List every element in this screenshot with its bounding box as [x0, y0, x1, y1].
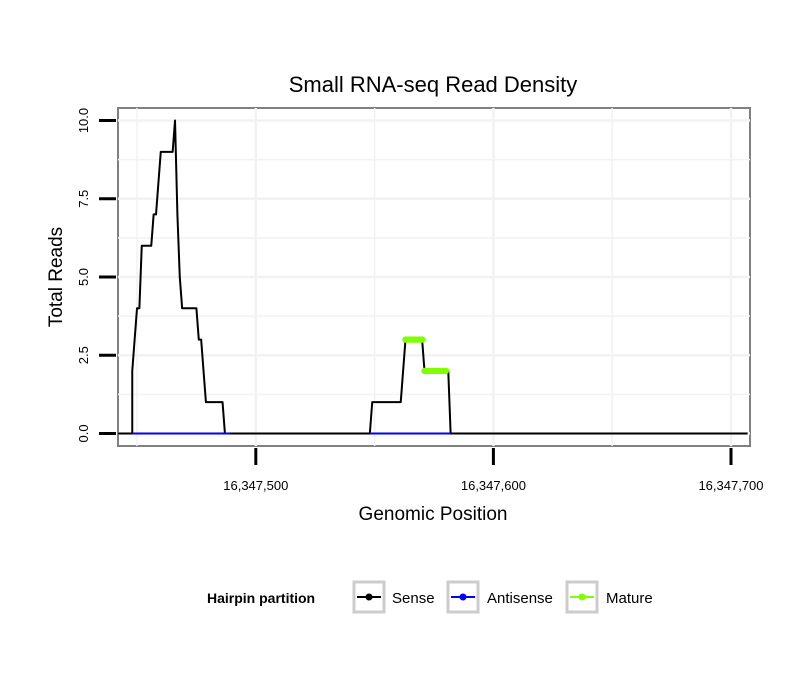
legend-title: Hairpin partition [207, 590, 315, 606]
legend-label-sense: Sense [392, 590, 435, 607]
legend: Hairpin partition Sense Antisense Mature [207, 580, 653, 614]
x-tick-label: 16,347,600 [461, 478, 526, 493]
axes: 16,347,500 16,347,600 16,347,700 0.0 2.5 5.0 7… [76, 108, 764, 493]
legend-point-sense [365, 593, 373, 601]
legend-point-mature [578, 593, 586, 601]
x-axis-title: Genomic Position [359, 504, 508, 525]
y-axis-title: Total Reads [46, 227, 67, 327]
y-tick-label: 0.0 [76, 424, 91, 442]
legend-label-mature: Mature [606, 590, 653, 607]
y-tick-label: 5.0 [76, 268, 91, 286]
legend-label-antisense: Antisense [487, 590, 553, 607]
y-tick-label: 10.0 [76, 108, 91, 133]
mature-point [418, 336, 426, 343]
y-tick-label: 7.5 [76, 190, 91, 208]
x-tick-label: 16,347,700 [698, 478, 763, 493]
series-layer [118, 119, 748, 435]
chart-title: Small RNA-seq Read Density [289, 72, 578, 97]
mature-point [442, 367, 450, 375]
y-tick-label: 2.5 [76, 346, 91, 364]
legend-point-antisense [459, 593, 467, 601]
x-tick-label: 16,347,500 [223, 478, 288, 493]
